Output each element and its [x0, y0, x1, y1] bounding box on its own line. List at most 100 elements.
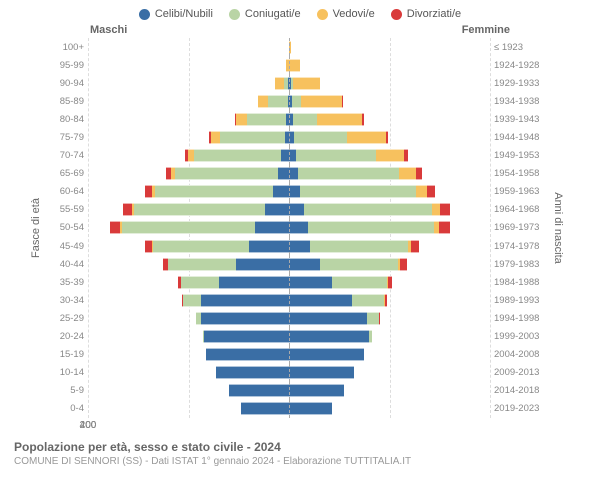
- pyramid-row: 15-192004-2008: [50, 346, 550, 364]
- female-bar: [289, 128, 490, 146]
- age-label: 15-19: [50, 349, 88, 360]
- segment-d: [342, 95, 343, 108]
- age-label: 35-39: [50, 277, 88, 288]
- male-bar: [88, 110, 289, 128]
- segment-c: [155, 185, 273, 198]
- male-bar: [88, 328, 289, 346]
- segment-d: [385, 294, 387, 307]
- segment-d: [388, 276, 392, 289]
- segment-w: [376, 149, 404, 162]
- population-pyramid: 100+≤ 192395-991924-192890-941929-193385…: [50, 38, 550, 418]
- segment-s: [289, 203, 304, 216]
- segment-c: [183, 294, 201, 307]
- age-label: 5-9: [50, 385, 88, 396]
- segment-w: [275, 77, 284, 90]
- pyramid-row: 95-991924-1928: [50, 56, 550, 74]
- segment-s: [265, 203, 289, 216]
- year-label: 1994-1998: [490, 313, 550, 324]
- pyramid-row: 80-841939-1943: [50, 110, 550, 128]
- segment-d: [362, 113, 364, 126]
- year-label: 1964-1968: [490, 204, 550, 215]
- segment-w: [236, 113, 247, 126]
- female-bar: [289, 147, 490, 165]
- age-label: 20-24: [50, 331, 88, 342]
- segment-d: [427, 185, 435, 198]
- female-bar: [289, 110, 490, 128]
- segment-c: [153, 240, 248, 253]
- segment-c: [168, 258, 236, 271]
- legend-item: Divorziati/e: [391, 8, 461, 20]
- female-bar: [289, 56, 490, 74]
- female-bar: [289, 183, 490, 201]
- segment-d: [404, 149, 408, 162]
- age-label: 60-64: [50, 186, 88, 197]
- female-bar: [289, 291, 490, 309]
- year-label: 1974-1978: [490, 241, 550, 252]
- gender-headers: Maschi Femmine: [0, 24, 600, 38]
- year-label: 1959-1963: [490, 186, 550, 197]
- female-bar: [289, 309, 490, 327]
- male-bar: [88, 128, 289, 146]
- segment-s: [289, 330, 369, 343]
- age-label: 75-79: [50, 132, 88, 143]
- segment-c: [220, 131, 285, 144]
- male-bar: [88, 309, 289, 327]
- segment-w: [258, 95, 268, 108]
- year-label: 1984-1988: [490, 277, 550, 288]
- legend-label: Divorziati/e: [407, 8, 461, 20]
- segment-c: [332, 276, 387, 289]
- age-label: 100+: [50, 42, 88, 53]
- male-bar: [88, 291, 289, 309]
- female-bar: [289, 201, 490, 219]
- segment-s: [289, 384, 344, 397]
- segment-c: [308, 221, 434, 234]
- female-bar: [289, 92, 490, 110]
- segment-s: [255, 221, 289, 234]
- age-label: 95-99: [50, 60, 88, 71]
- year-label: 1999-2003: [490, 331, 550, 342]
- pyramid-row: 65-691954-1958: [50, 165, 550, 183]
- pyramid-row: 60-64 1959-1963: [50, 183, 550, 201]
- year-label: 1989-1993: [490, 295, 550, 306]
- pyramid-row: 10-142009-2013: [50, 364, 550, 382]
- legend-label: Vedovi/e: [333, 8, 375, 20]
- segment-c: [352, 294, 385, 307]
- female-bar: [289, 38, 490, 56]
- segment-w: [293, 77, 321, 90]
- segment-w: [289, 59, 300, 72]
- year-label: 1934-1938: [490, 96, 550, 107]
- legend-item: Vedovi/e: [317, 8, 375, 20]
- age-label: 45-49: [50, 241, 88, 252]
- female-bar: [289, 237, 490, 255]
- header-male: Maschi: [90, 24, 127, 36]
- legend-label: Celibi/Nubili: [155, 8, 213, 20]
- pyramid-row: 85-89 1934-1938: [50, 92, 550, 110]
- female-bar: [289, 273, 490, 291]
- segment-c: [298, 167, 399, 180]
- age-label: 30-34: [50, 295, 88, 306]
- male-bar: [88, 74, 289, 92]
- segment-w: [432, 203, 440, 216]
- age-label: 90-94: [50, 78, 88, 89]
- segment-c: [293, 113, 317, 126]
- age-label: 65-69: [50, 168, 88, 179]
- segment-w: [347, 131, 386, 144]
- year-label: 1979-1983: [490, 259, 550, 270]
- year-label: 1939-1943: [490, 114, 550, 125]
- male-bar: [88, 346, 289, 364]
- segment-d: [411, 240, 419, 253]
- age-label: 85-89: [50, 96, 88, 107]
- age-label: 0-4: [50, 403, 88, 414]
- segment-c: [320, 258, 398, 271]
- male-bar: [88, 147, 289, 165]
- segment-c: [369, 330, 372, 343]
- segment-c: [268, 95, 287, 108]
- male-bar: [88, 201, 289, 219]
- year-label: ≤ 1923: [490, 42, 550, 53]
- segment-d: [416, 167, 422, 180]
- segment-w: [289, 41, 291, 54]
- pyramid-row: 75-791944-1948: [50, 128, 550, 146]
- segment-c: [294, 131, 347, 144]
- segment-w: [416, 185, 427, 198]
- segment-w: [211, 131, 220, 144]
